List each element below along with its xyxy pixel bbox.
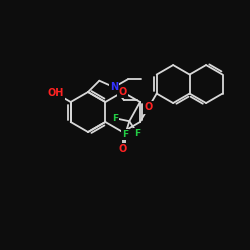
Text: O: O	[144, 102, 153, 112]
Text: F: F	[122, 130, 128, 139]
Text: N: N	[110, 82, 118, 92]
Text: O: O	[118, 144, 127, 154]
Text: O: O	[118, 87, 127, 97]
Text: F: F	[134, 129, 140, 138]
Text: OH: OH	[48, 88, 64, 99]
Text: F: F	[112, 114, 118, 123]
